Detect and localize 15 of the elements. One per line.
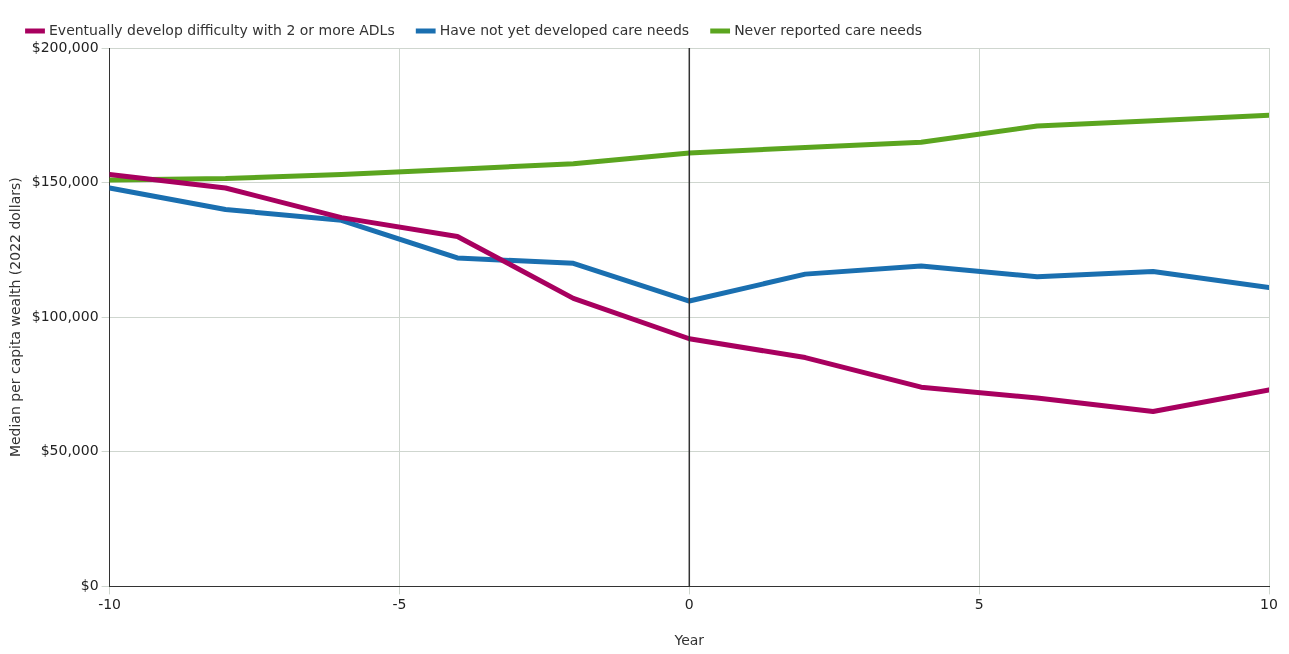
x-tick-label: -10 xyxy=(98,596,122,613)
y-tick-label: $200,000 xyxy=(31,38,99,55)
legend-label: Never reported care needs xyxy=(734,21,923,38)
legend-label: Eventually develop difficulty with 2 or more ADLs xyxy=(49,21,395,38)
legend-label: Have not yet developed care needs xyxy=(439,21,690,38)
y-tick-label: $50,000 xyxy=(40,442,99,459)
y-tick-label: $100,000 xyxy=(31,307,99,324)
x-tick-label: 0 xyxy=(684,596,694,613)
y-tick-label: $0 xyxy=(80,577,99,594)
x-axis-title: Year xyxy=(673,632,705,649)
y-tick-label: $150,000 xyxy=(31,173,99,190)
y-axis-title: Median per capita wealth (2022 dollars) xyxy=(7,177,24,458)
x-tick-label: -5 xyxy=(392,596,407,613)
x-tick-label: 10 xyxy=(1260,596,1278,613)
x-tick-label: 5 xyxy=(974,596,984,613)
